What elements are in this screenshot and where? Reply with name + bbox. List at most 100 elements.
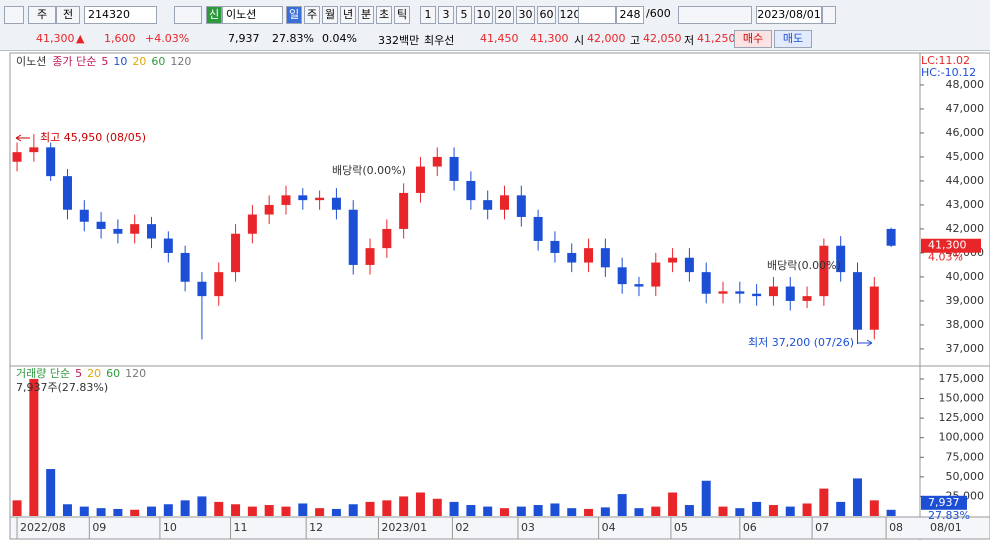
legend-period: 120 (170, 55, 191, 68)
volume-bar (29, 378, 39, 516)
hc-label: HC:-10.12 (921, 66, 976, 79)
volume-bar (752, 501, 762, 516)
bid: 41,300 (530, 32, 569, 45)
price-legend: 이노션 종가 단순 5 10 20 60 120 (16, 55, 191, 68)
toolbar-button[interactable]: 60 (537, 6, 556, 24)
mode-select[interactable]: 전 (56, 6, 80, 24)
candle-body (163, 238, 173, 253)
volume-bar (550, 503, 560, 516)
y-tick-label: 44,000 (946, 174, 985, 187)
volume-bar (483, 506, 493, 516)
volume-bar (516, 506, 526, 516)
candle-body (331, 197, 341, 210)
x-axis-band (9, 516, 990, 540)
toolbar-button[interactable]: 일 (286, 6, 302, 24)
calendar-icon[interactable] (822, 6, 836, 24)
candle-body (634, 284, 644, 287)
candle-body (315, 197, 325, 201)
period-select[interactable]: 주 (28, 6, 56, 24)
volume-bar (886, 509, 896, 516)
y-tick-label: 37,000 (946, 342, 985, 355)
candle-body (79, 209, 89, 222)
legend-period: 60 (151, 55, 165, 68)
candle-body (96, 221, 106, 229)
price-panel (9, 52, 990, 367)
tools[interactable] (678, 6, 752, 24)
sell-button[interactable]: 매도 (774, 30, 812, 48)
candle-body (264, 204, 274, 215)
legend-period: 20 (132, 55, 146, 68)
toolbar-button[interactable]: 주 (304, 6, 320, 24)
toolbar-button[interactable]: 분 (358, 6, 374, 24)
candle-body (785, 286, 795, 301)
toolbar-button[interactable]: 10 (474, 6, 493, 24)
menu-icon[interactable] (4, 6, 24, 24)
legend-period: 5 (101, 55, 108, 68)
x-tick-label: 08 (889, 521, 903, 534)
annotation: 배당락(0.00%) (767, 259, 841, 272)
candle-body (281, 195, 291, 205)
search-icon[interactable] (174, 6, 202, 24)
candle-body (701, 272, 711, 294)
candle-body (852, 272, 862, 330)
toolbar-button[interactable]: 틱 (394, 6, 410, 24)
toolbar-button[interactable]: 30 (516, 6, 535, 24)
stock-name[interactable]: 이노션 (222, 6, 283, 24)
x-last-date: 08/01 (930, 521, 962, 534)
toolbar-button[interactable]: 20 (495, 6, 514, 24)
date-input[interactable]: 2023/08/01 (756, 6, 822, 24)
volume-bar (852, 478, 862, 516)
toolbar-button[interactable]: 월 (322, 6, 338, 24)
candle-body (382, 228, 392, 249)
toolbar-button[interactable]: 초 (376, 6, 392, 24)
range-input[interactable] (578, 6, 616, 24)
last-price-label: 41,300 (928, 239, 967, 252)
toolbar-button[interactable]: 1 (420, 6, 436, 24)
candle-body (550, 240, 560, 253)
x-tick-label: 05 (674, 521, 688, 534)
y-tick-label: 43,000 (946, 198, 985, 211)
code-input[interactable]: 214320 (84, 6, 157, 24)
volume-bar (130, 509, 140, 516)
candle-body (651, 262, 661, 287)
legend-period: 120 (125, 367, 146, 380)
volume-bar (684, 505, 694, 516)
last-volume-label: 7,937 (928, 496, 960, 509)
legend-label: 종가 단순 (52, 55, 96, 68)
y-tick-label: 39,000 (946, 294, 985, 307)
last-price-box (921, 238, 981, 253)
volume-bar (382, 500, 392, 516)
volume-bar (701, 480, 711, 516)
candle-body (516, 195, 526, 217)
candle-body (483, 200, 493, 210)
volume-bar (567, 508, 577, 516)
high: 42,050 (643, 32, 682, 45)
toolbar-button[interactable]: 3 (438, 6, 454, 24)
candle-body (684, 257, 694, 273)
volume-bar (718, 506, 728, 516)
low: 41,250 (697, 32, 736, 45)
candle-body (365, 248, 375, 265)
buy-button[interactable]: 매수 (734, 30, 772, 48)
volume-tick-label: 175,000 (939, 372, 985, 385)
volume-tick-label: 75,000 (946, 450, 985, 463)
last-vol-rate-label: 27.83% (928, 509, 970, 522)
vol-rate: 27.83% (272, 32, 314, 45)
volume-bar (651, 506, 661, 516)
volume-bar (214, 501, 224, 516)
x-tick-label: 06 (743, 521, 757, 534)
candle-body (567, 252, 577, 263)
candle-body (197, 281, 207, 297)
candle-body (298, 195, 308, 201)
toolbar-button[interactable]: 년 (340, 6, 356, 24)
toolbar-button[interactable]: 5 (456, 6, 472, 24)
count-input[interactable]: 248 (616, 6, 644, 24)
stock-name: 이노션 (16, 55, 46, 68)
volume-bar (819, 488, 829, 516)
volume-bar (600, 507, 610, 516)
turnover: 0.04% (322, 32, 357, 45)
volume-bar (432, 498, 442, 516)
last-rate-label: 4.03% (928, 251, 963, 264)
candle-body (668, 257, 678, 263)
